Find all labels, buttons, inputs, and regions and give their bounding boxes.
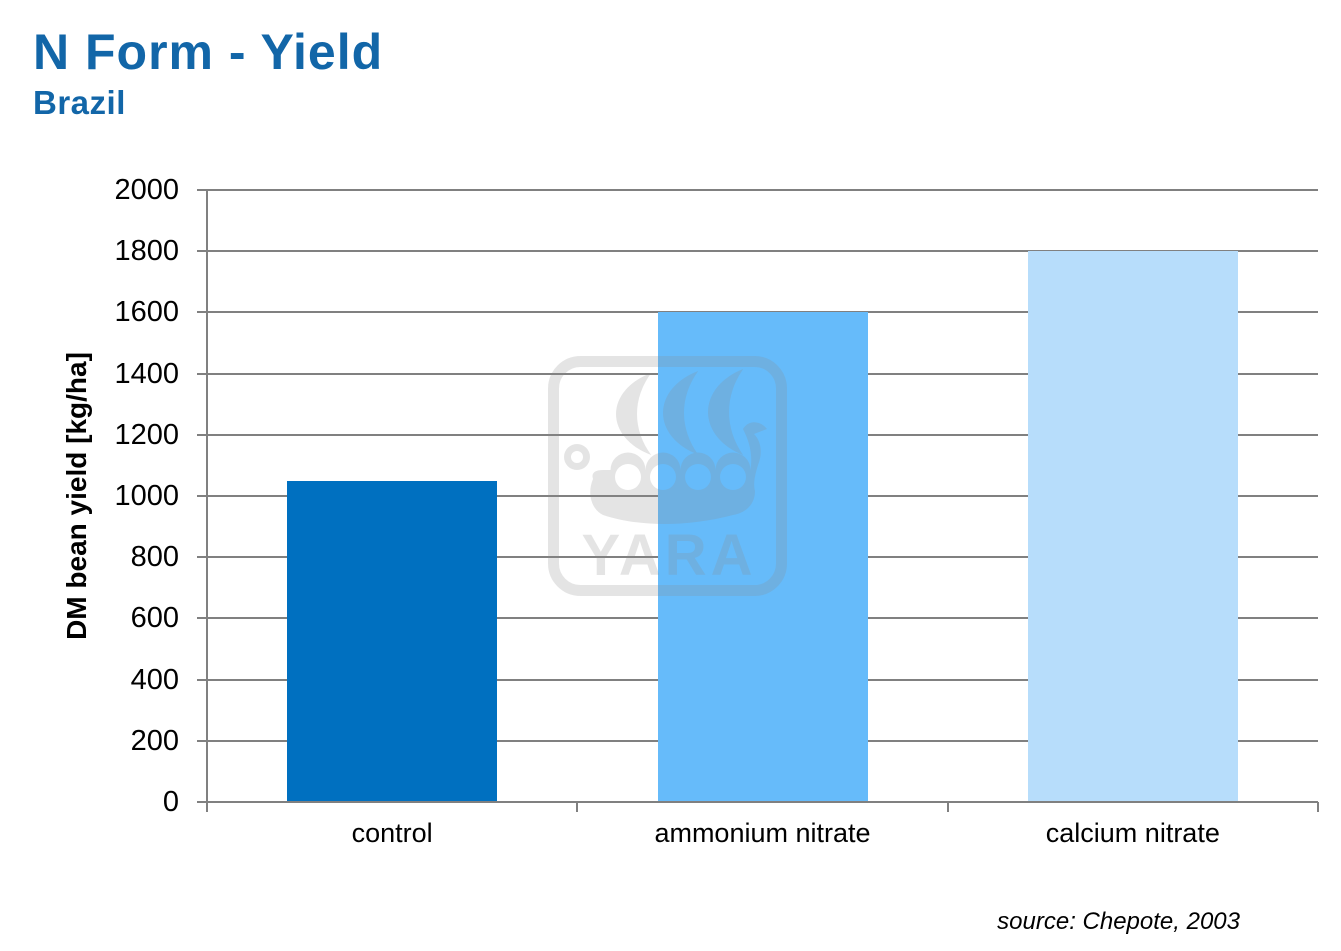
viking-ship-icon	[564, 369, 767, 524]
gridline-1800	[207, 250, 1318, 253]
x-category-label-ammonium-nitrate: ammonium nitrate	[654, 818, 871, 848]
x-axis-tick	[946, 802, 949, 812]
y-axis-tick	[197, 678, 207, 681]
y-axis-tick	[197, 311, 207, 314]
x-axis-tick	[1317, 802, 1319, 812]
bar-calcium-nitrate	[1027, 251, 1238, 802]
y-tick-label: 800	[130, 541, 179, 574]
source-note: source: Chepote, 2003	[997, 908, 1240, 935]
page-subtitle: Brazil	[33, 84, 126, 121]
x-category-label-control: control	[351, 818, 433, 848]
y-tick-label: 0	[162, 786, 179, 818]
bar-ammonium-nitrate	[657, 312, 868, 802]
y-axis-tick	[197, 495, 207, 497]
y-axis-tick	[197, 739, 207, 742]
y-tick-label: 1000	[114, 480, 179, 512]
gridline-2000	[207, 189, 1318, 191]
y-axis-tick	[197, 250, 207, 253]
y-tick-label: 1200	[114, 418, 179, 451]
y-axis-tick	[197, 556, 207, 559]
x-axis-tick	[576, 802, 579, 812]
yara-logo-watermark: YARA	[548, 356, 787, 596]
y-tick-label: 600	[130, 602, 179, 635]
header: N Form - Yield Brazil	[33, 24, 383, 123]
x-axis-tick	[206, 802, 208, 812]
bar-control	[287, 480, 498, 802]
watermark-text: YARA	[581, 523, 756, 588]
y-tick-label: 1400	[114, 357, 179, 390]
y-axis-tick	[197, 189, 207, 191]
x-axis-line	[197, 801, 1318, 803]
page-title: N Form - Yield	[33, 24, 384, 80]
y-tick-label: 1800	[114, 235, 179, 268]
plot-area: 0 200 400 600 800 1000 1200 1400 1600 1800 2000 con…	[114, 174, 1319, 848]
y-tick-label: 1600	[114, 296, 179, 329]
y-tick-label: 200	[130, 724, 179, 757]
y-tick-label: 400	[130, 663, 179, 696]
y-axis-line	[206, 190, 208, 812]
y-axis-tick	[197, 372, 207, 375]
x-category-label-calcium-nitrate: calcium nitrate	[1045, 818, 1220, 848]
watermark-border	[548, 356, 787, 596]
y-axis-tick	[197, 433, 207, 436]
y-axis-tick	[197, 617, 207, 620]
y-tick-label: 2000	[114, 174, 179, 206]
